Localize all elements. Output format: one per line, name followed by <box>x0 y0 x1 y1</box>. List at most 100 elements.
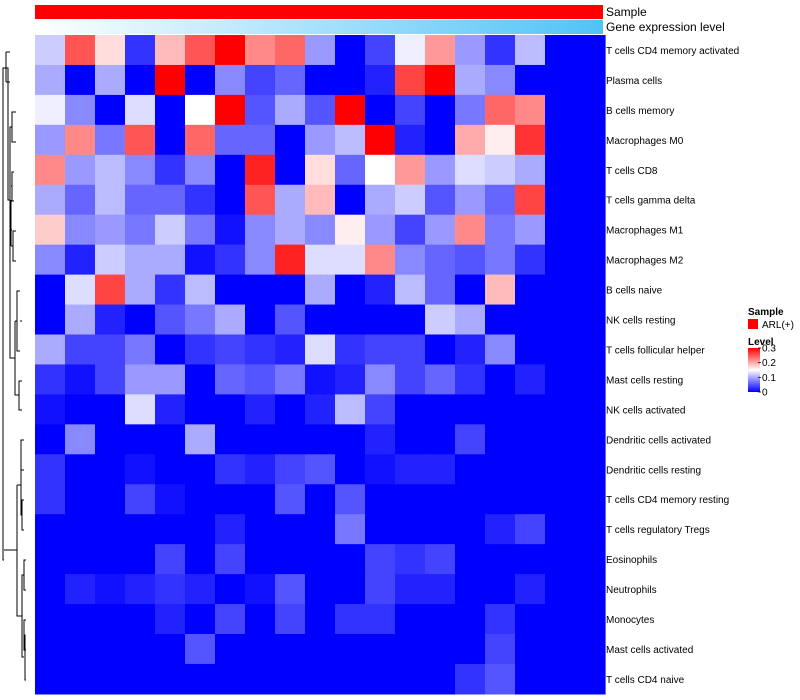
heatmap-cell <box>245 184 276 216</box>
heatmap-cell <box>125 124 156 156</box>
heatmap-cell <box>155 574 186 605</box>
gene-expression-annotation-bar <box>35 20 603 34</box>
heatmap-cell <box>35 35 66 66</box>
heatmap-cell <box>545 394 576 425</box>
row-label: NK cells resting <box>606 316 675 327</box>
heatmap-cell <box>35 274 66 306</box>
heatmap-cell <box>545 154 576 186</box>
heatmap-cell <box>155 634 186 665</box>
heatmap-cell <box>485 94 516 126</box>
heatmap-cell <box>185 634 216 665</box>
heatmap-cell <box>395 64 426 96</box>
heatmap-cell <box>575 574 606 605</box>
legend: Sample ARL(+) Level 0.3 0.2 0.1 0 <box>748 307 794 399</box>
heatmap-cell <box>515 64 546 96</box>
heatmap-cell <box>365 364 396 395</box>
heatmap-cell <box>485 604 516 635</box>
heatmap-cell <box>215 94 246 126</box>
heatmap-cell <box>35 424 66 455</box>
heatmap-cell <box>275 454 306 485</box>
heatmap-cell <box>155 154 186 186</box>
heatmap-cell <box>95 304 126 336</box>
heatmap-cell <box>425 154 456 186</box>
heatmap-cell <box>365 274 396 306</box>
heatmap-cell <box>185 663 216 695</box>
heatmap-cell <box>515 514 546 545</box>
heatmap-cell <box>275 274 306 306</box>
heatmap-cell <box>485 424 516 455</box>
heatmap-cell <box>35 364 66 395</box>
heatmap-cell <box>515 394 546 425</box>
heatmap-cell <box>425 394 456 425</box>
heatmap-cell <box>125 424 156 455</box>
heatmap-cell <box>395 124 426 156</box>
heatmap-cell <box>545 634 576 665</box>
heatmap-cell <box>275 663 306 695</box>
heatmap-cell <box>485 544 516 575</box>
annotation-tracks: Sample Gene expression level <box>35 5 725 34</box>
heatmap-cell <box>185 214 216 246</box>
heatmap-cell <box>485 484 516 515</box>
heatmap-cell <box>245 604 276 635</box>
heatmap-cell <box>455 394 486 425</box>
heatmap-cell <box>335 394 366 425</box>
heatmap-cell <box>305 604 336 635</box>
heatmap-cell <box>545 484 576 515</box>
heatmap-cell <box>365 424 396 455</box>
heatmap-cell <box>305 544 336 575</box>
heatmap-cell <box>155 484 186 515</box>
heatmap-cell <box>95 394 126 425</box>
heatmap-cell <box>95 94 126 126</box>
heatmap-cell <box>545 124 576 156</box>
heatmap-cell <box>125 184 156 216</box>
heatmap-cell <box>125 663 156 695</box>
heatmap-cell <box>395 364 426 395</box>
heatmap-cell <box>35 334 66 366</box>
heatmap-cell <box>65 544 96 575</box>
heatmap-cell <box>575 154 606 186</box>
heatmap-cell <box>95 634 126 665</box>
heatmap-cell <box>365 184 396 216</box>
heatmap-cell <box>485 184 516 216</box>
heatmap-cell <box>245 274 276 306</box>
heatmap-cell <box>215 244 246 276</box>
heatmap-cell <box>245 484 276 515</box>
gene-expression-annotation-label: Gene expression level <box>606 20 725 34</box>
heatmap-cell <box>155 124 186 156</box>
heatmap-cell <box>275 574 306 605</box>
heatmap-cell <box>545 544 576 575</box>
heatmap-cell <box>485 64 516 96</box>
heatmap-cell <box>575 124 606 156</box>
heatmap-cell <box>215 154 246 186</box>
heatmap-cell <box>185 184 216 216</box>
heatmap-cell <box>335 184 366 216</box>
heatmap-cell <box>95 604 126 635</box>
heatmap-cell <box>425 574 456 605</box>
heatmap-cell <box>215 574 246 605</box>
legend-tick-label: 0.1 <box>762 373 776 384</box>
heatmap-cell <box>335 274 366 306</box>
heatmap-cell <box>365 394 396 425</box>
heatmap-cell <box>215 304 246 336</box>
heatmap-cell <box>215 214 246 246</box>
heatmap-cell <box>305 35 336 66</box>
heatmap-cell <box>95 574 126 605</box>
heatmap-cell <box>215 35 246 66</box>
heatmap-cell <box>275 394 306 425</box>
heatmap-cell <box>215 184 246 216</box>
heatmap-cell <box>335 214 366 246</box>
heatmap-cell <box>395 184 426 216</box>
heatmap-cell <box>215 394 246 425</box>
heatmap-cell <box>455 364 486 395</box>
heatmap-cell <box>305 214 336 246</box>
heatmap-cell <box>455 514 486 545</box>
heatmap-cell <box>125 634 156 665</box>
heatmap-cell <box>395 214 426 246</box>
heatmap-cell <box>275 304 306 336</box>
heatmap-cell <box>65 64 96 96</box>
heatmap-cell <box>35 244 66 276</box>
heatmap-cell <box>575 184 606 216</box>
row-label: Macrophages M2 <box>606 256 684 267</box>
heatmap-cell <box>185 364 216 395</box>
